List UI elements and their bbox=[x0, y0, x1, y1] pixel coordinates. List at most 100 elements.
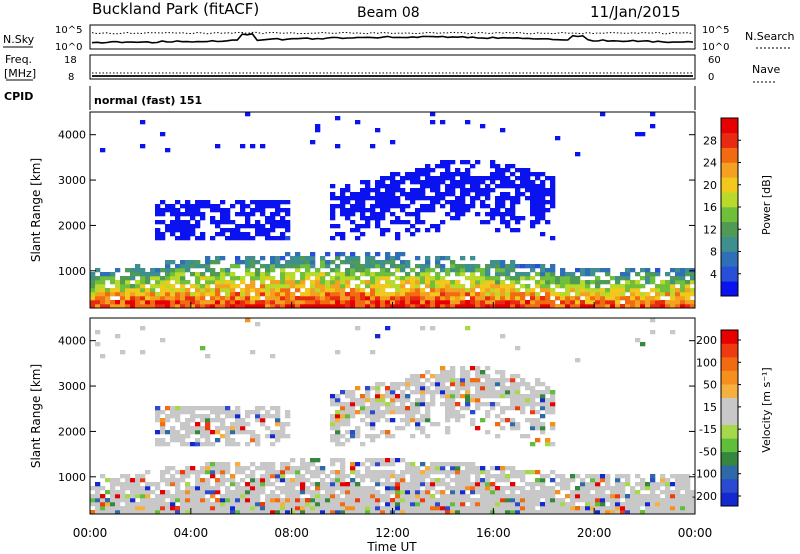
heatmap-cell bbox=[495, 268, 501, 273]
heatmap-cell bbox=[485, 366, 491, 371]
heatmap-cell bbox=[160, 438, 166, 443]
heatmap-cell bbox=[180, 300, 186, 305]
heatmap-cell bbox=[585, 268, 591, 273]
heatmap-cell bbox=[430, 486, 436, 491]
heatmap-cell bbox=[405, 422, 411, 427]
heatmap-cell bbox=[430, 176, 436, 181]
heatmap-cell bbox=[565, 276, 571, 281]
heatmap-cell bbox=[530, 470, 536, 475]
heatmap-cell bbox=[255, 410, 261, 415]
heatmap-cell bbox=[420, 276, 426, 281]
heatmap-cell bbox=[250, 256, 256, 261]
heatmap-cell bbox=[420, 502, 426, 507]
heatmap-cell bbox=[495, 168, 501, 173]
heatmap-cell bbox=[200, 434, 206, 439]
heatmap-cell bbox=[590, 510, 596, 515]
heatmap-cell bbox=[190, 426, 196, 431]
heatmap-cell bbox=[520, 184, 526, 189]
heatmap-cell bbox=[195, 486, 201, 491]
heatmap-cell bbox=[645, 510, 651, 515]
heatmap-cell bbox=[315, 288, 321, 293]
heatmap-cell bbox=[170, 506, 176, 511]
heatmap-cell bbox=[340, 418, 346, 423]
heatmap-cell bbox=[635, 272, 641, 277]
heatmap-cell bbox=[575, 268, 581, 273]
heatmap-cell bbox=[430, 196, 436, 201]
heatmap-cell bbox=[270, 430, 276, 435]
heatmap-cell bbox=[485, 414, 491, 419]
heatmap-cell bbox=[430, 390, 436, 395]
heatmap-cell bbox=[275, 224, 281, 229]
heatmap-cell bbox=[390, 260, 396, 265]
heatmap-cell bbox=[110, 478, 116, 483]
heatmap-cell bbox=[270, 236, 276, 241]
heatmap-cell bbox=[615, 486, 621, 491]
heatmap-cell bbox=[410, 418, 416, 423]
heatmap-cell bbox=[350, 204, 356, 209]
heatmap-cell bbox=[470, 196, 476, 201]
heatmap-cell bbox=[515, 196, 521, 201]
heatmap-cell bbox=[390, 382, 396, 387]
heatmap-cell bbox=[235, 442, 241, 447]
heatmap-cell bbox=[310, 264, 316, 269]
heatmap-cell bbox=[385, 300, 391, 305]
heatmap-cell bbox=[220, 418, 226, 423]
heatmap-cell bbox=[265, 478, 271, 483]
heatmap-cell bbox=[120, 300, 126, 305]
heatmap-cell bbox=[535, 490, 541, 495]
heatmap-cell bbox=[285, 304, 291, 309]
heatmap-cell bbox=[570, 474, 576, 479]
heatmap-cell bbox=[265, 462, 271, 467]
heatmap-cell bbox=[250, 200, 256, 205]
heatmap-cell bbox=[500, 212, 506, 217]
heatmap-cell bbox=[380, 184, 386, 189]
heatmap-cell bbox=[255, 296, 261, 301]
heatmap-cell bbox=[285, 502, 291, 507]
heatmap-cell bbox=[360, 208, 366, 213]
heatmap-cell bbox=[370, 398, 376, 403]
heatmap-cell bbox=[185, 296, 191, 301]
heatmap-cell bbox=[550, 478, 556, 483]
heatmap-cell bbox=[195, 438, 201, 443]
heatmap-cell bbox=[440, 402, 446, 407]
heatmap-cell bbox=[270, 276, 276, 281]
heatmap-cell bbox=[680, 502, 686, 507]
heatmap-cell bbox=[250, 410, 256, 415]
heatmap-cell bbox=[510, 482, 516, 487]
heatmap-cell bbox=[215, 304, 221, 309]
heatmap-cell bbox=[205, 204, 211, 209]
heatmap-cell bbox=[515, 296, 521, 301]
heatmap-cell bbox=[525, 304, 531, 309]
heatmap-cell bbox=[235, 232, 241, 237]
heatmap-cell bbox=[285, 422, 291, 427]
heatmap-cell bbox=[360, 510, 366, 515]
heatmap-cell bbox=[425, 414, 431, 419]
heatmap-cell bbox=[370, 296, 376, 301]
heatmap-cell bbox=[415, 296, 421, 301]
heatmap-cell bbox=[505, 268, 511, 273]
heatmap-cell bbox=[235, 426, 241, 431]
heatmap-cell bbox=[375, 386, 381, 391]
heatmap-cell bbox=[215, 502, 221, 507]
heatmap-cell bbox=[365, 292, 371, 297]
heatmap-cell bbox=[220, 406, 226, 411]
heatmap-cell bbox=[255, 268, 261, 273]
heatmap-cell bbox=[375, 288, 381, 293]
heatmap-cell bbox=[515, 188, 521, 193]
heatmap-cell bbox=[175, 494, 181, 499]
heatmap-cell bbox=[390, 284, 396, 289]
heatmap-cell bbox=[390, 296, 396, 301]
heatmap-cell bbox=[635, 490, 641, 495]
heatmap-cell bbox=[155, 414, 161, 419]
heatmap-cell bbox=[470, 410, 476, 415]
heatmap-cell bbox=[345, 430, 351, 435]
heatmap-cell bbox=[445, 192, 451, 197]
heatmap-cell bbox=[415, 466, 421, 471]
heatmap-cell bbox=[350, 212, 356, 217]
heatmap-cell bbox=[450, 184, 456, 189]
heatmap-cell bbox=[500, 280, 506, 285]
heatmap-cell bbox=[275, 236, 281, 241]
heatmap-cell bbox=[440, 284, 446, 289]
heatmap-cell bbox=[585, 304, 591, 309]
heatmap-cell bbox=[650, 478, 656, 483]
